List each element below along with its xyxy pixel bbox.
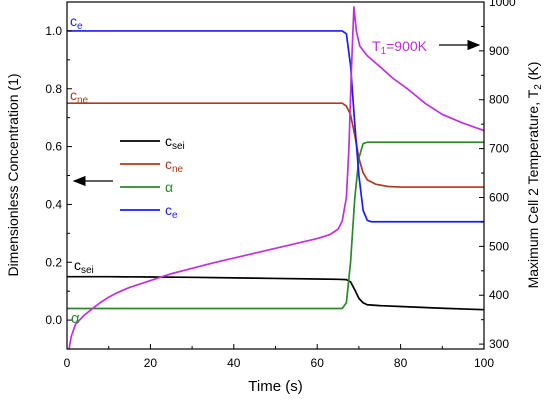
- legend-entry: cne: [120, 156, 184, 175]
- y-right-tick-label: 600: [489, 190, 509, 204]
- annotation-t1: T1=900K: [372, 38, 428, 57]
- legend: csei cne α ce: [120, 133, 185, 221]
- x-tick-label: 100: [474, 356, 494, 370]
- y-left-tick-label: 0.2: [45, 255, 62, 269]
- y-axis-left-label: Dimensionless Concentration (1): [5, 73, 21, 276]
- y-right-tick-label: 1000: [489, 0, 516, 9]
- y-axis-right: 300 400 500 600 700 800 900 1000: [479, 0, 516, 351]
- y-right-tick-label: 300: [489, 337, 509, 351]
- series-line-T-1: [68, 6, 485, 350]
- annotation-ce: ce: [70, 13, 83, 32]
- y-right-tick-label: 800: [489, 93, 509, 107]
- y-right-tick-label: 500: [489, 239, 509, 253]
- y-axis-left: 0.0 0.2 0.4 0.6 0.8 1.0: [45, 1, 72, 350]
- y-left-tick-label: 0.8: [45, 82, 62, 96]
- x-tick-label: 20: [144, 356, 158, 370]
- x-tick-label: 80: [394, 356, 408, 370]
- x-tick-label: 0: [64, 356, 71, 370]
- legend-entry: ce: [120, 202, 178, 221]
- y-axis-right-label: Maximum Cell 2 Temperature, T2 (K): [525, 62, 544, 289]
- series-line-c-sei: [67, 275, 485, 311]
- y-right-label-sub: 2: [533, 84, 544, 90]
- series-line-c-ne: [67, 102, 484, 188]
- series-line-c-e: [67, 30, 484, 223]
- annotation-alpha: α: [71, 310, 80, 327]
- x-axis-label: Time (s): [248, 378, 302, 395]
- x-tick-label: 60: [311, 356, 325, 370]
- x-axis: 0 20 40 60 80 100: [64, 344, 494, 370]
- legend-entry: α: [120, 179, 173, 195]
- y-right-label-unit: (K): [525, 62, 541, 85]
- y-right-tick-label: 900: [489, 44, 509, 58]
- annotation-csei: csei: [74, 257, 94, 276]
- legend-entry: csei: [120, 133, 185, 152]
- series-line-alpha: [67, 141, 484, 310]
- y-right-tick-label: 400: [489, 288, 509, 302]
- y-right-label-main: Maximum Cell 2 Temperature, T: [525, 89, 541, 288]
- y-left-tick-label: 1.0: [45, 24, 62, 38]
- legend-label: cne: [165, 156, 184, 175]
- y-left-tick-label: 0.6: [45, 140, 62, 154]
- plot-frame: [66, 1, 485, 350]
- x-tick-label: 40: [227, 356, 241, 370]
- legend-label: ce: [165, 202, 178, 221]
- annotation-cne: cne: [70, 87, 89, 106]
- y-left-tick-label: 0.0: [45, 313, 62, 327]
- legend-label: csei: [165, 133, 185, 152]
- y-left-tick-label: 0.4: [45, 197, 62, 211]
- legend-label: α: [165, 179, 173, 195]
- y-right-tick-label: 700: [489, 142, 509, 156]
- series-layer: [67, 6, 485, 350]
